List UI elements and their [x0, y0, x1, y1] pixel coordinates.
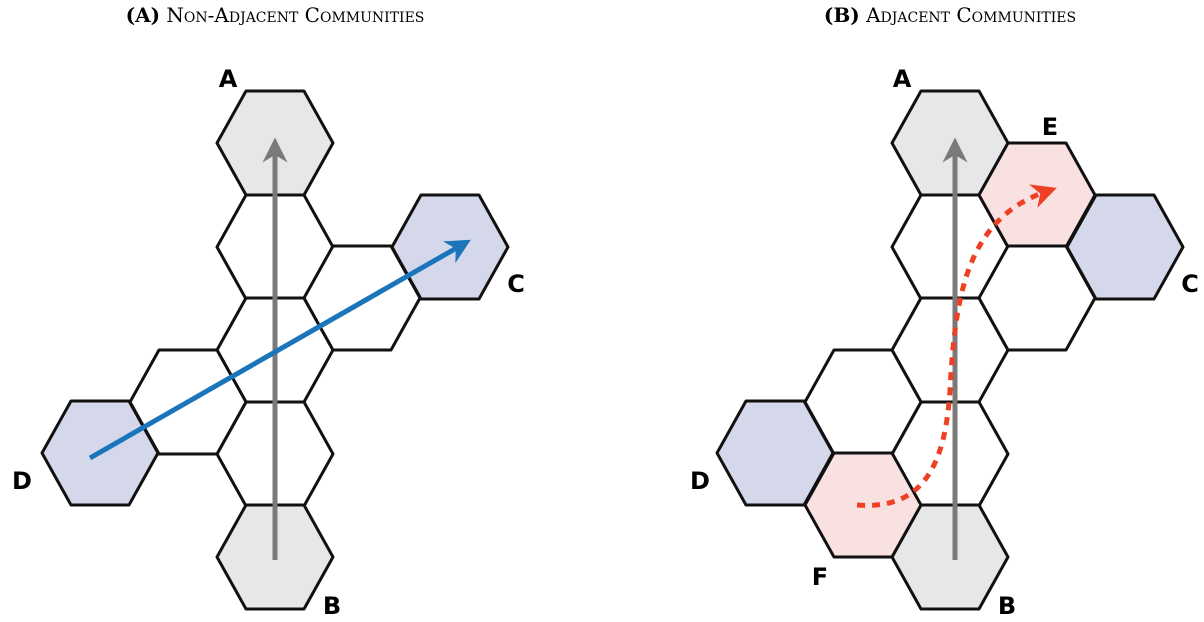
label: B — [323, 592, 341, 620]
label: A — [219, 65, 238, 93]
panel-title-text: Non-Adjacent Communities — [166, 3, 424, 27]
hexagon — [1065, 193, 1185, 301]
hexagon — [715, 399, 835, 507]
label: C — [1181, 270, 1199, 298]
label: C — [507, 270, 525, 298]
arrow — [856, 184, 1057, 508]
panel-tag: (A) — [126, 3, 160, 27]
label: E — [1042, 113, 1058, 141]
hexagons — [40, 89, 1185, 611]
panel-title-text: Adjacent Communities — [865, 3, 1076, 27]
label: B — [998, 592, 1016, 620]
arrow — [88, 239, 471, 461]
panel-title: (B) Adjacent Communities — [824, 3, 1076, 27]
panel-title: (A) Non-Adjacent Communities — [126, 3, 425, 27]
label: A — [893, 65, 912, 93]
label: D — [690, 467, 710, 495]
panel-tag: (B) — [824, 3, 860, 27]
label: D — [12, 467, 32, 495]
label: F — [812, 563, 828, 591]
